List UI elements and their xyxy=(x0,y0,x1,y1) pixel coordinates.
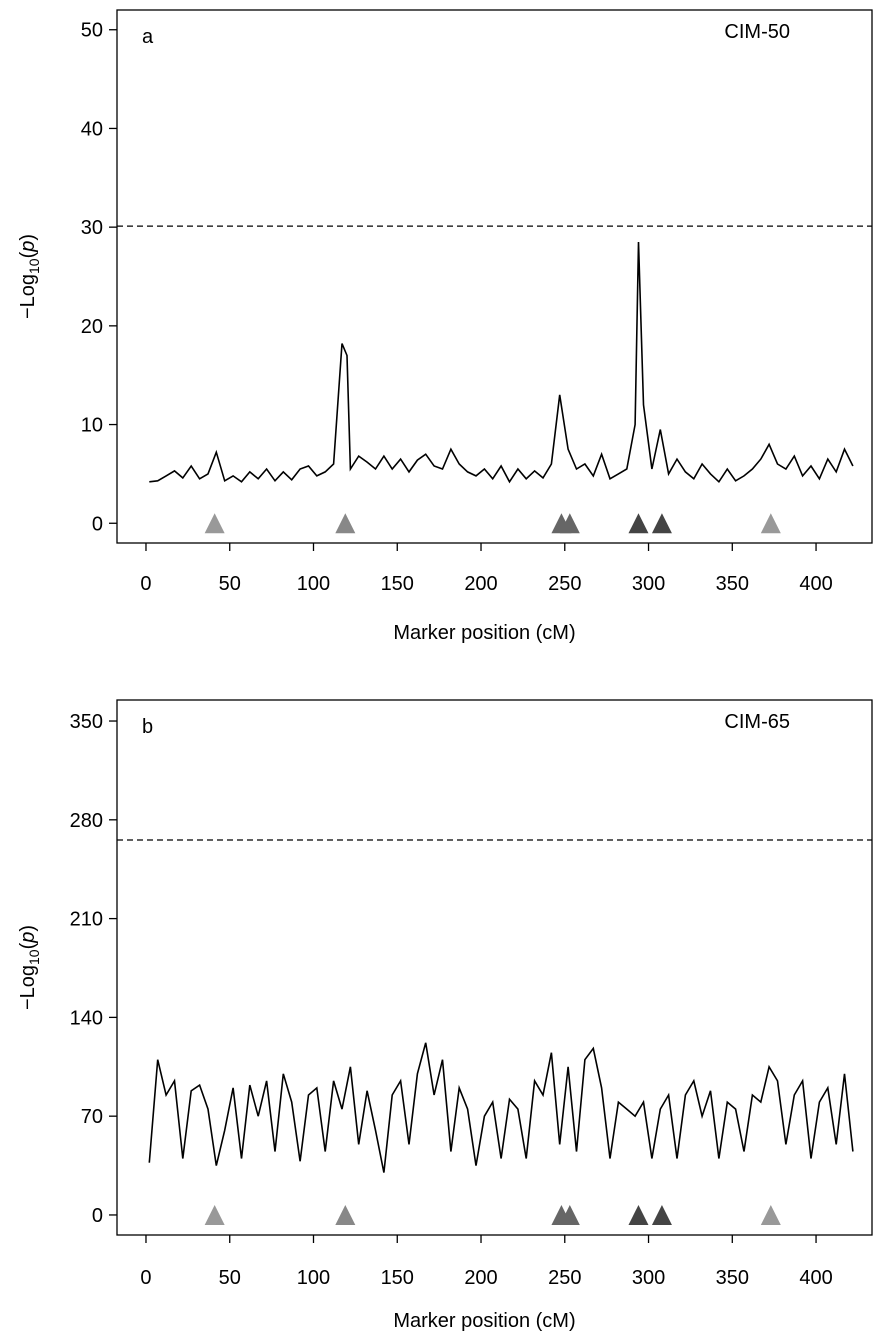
x-tick-label: 50 xyxy=(219,1267,241,1289)
y-tick-label: 40 xyxy=(81,118,103,140)
qtl-marker xyxy=(204,513,225,534)
qtl-marker xyxy=(559,1204,580,1225)
y-axis-label-part: ( xyxy=(17,942,39,949)
y-axis-label-part: ) xyxy=(17,925,39,932)
x-tick-label: 250 xyxy=(548,1267,581,1289)
qtl-marker xyxy=(204,1204,225,1225)
y-tick-label: 10 xyxy=(81,415,103,437)
data-line xyxy=(149,241,854,484)
x-axis-label: Marker position (cM) xyxy=(393,622,575,644)
qtl-marker xyxy=(760,513,781,534)
plot-frame xyxy=(116,699,873,1236)
qtl-marker xyxy=(559,513,580,534)
y-tick-label: 210 xyxy=(70,909,103,931)
y-tick-label: 70 xyxy=(81,1106,103,1128)
y-axis-label-part: p xyxy=(17,241,39,253)
x-tick-label: 300 xyxy=(632,573,665,595)
panel-label: b xyxy=(142,716,153,738)
data-line xyxy=(148,1042,854,1173)
y-tick-label: 50 xyxy=(81,20,103,42)
x-tick-label: 0 xyxy=(140,573,151,595)
y-axis-label-part: ( xyxy=(17,251,39,258)
qtl-marker xyxy=(651,513,672,534)
qtl-marker xyxy=(760,1204,781,1225)
y-tick-label: 350 xyxy=(70,711,103,733)
x-axis-label: Marker position (cM) xyxy=(393,1310,575,1332)
x-tick-label: 250 xyxy=(548,573,581,595)
x-tick-label: 200 xyxy=(464,573,497,595)
y-axis-label-part: ) xyxy=(17,234,39,241)
y-axis-label-part: −Log xyxy=(17,274,39,319)
y-axis-label-part: 10 xyxy=(26,949,42,965)
x-tick-label: 300 xyxy=(632,1267,665,1289)
qtl-marker xyxy=(628,1204,649,1225)
qtl-marker xyxy=(651,1204,672,1225)
panel-title: CIM-65 xyxy=(724,711,790,733)
qtl-marker xyxy=(628,513,649,534)
y-tick-label: 20 xyxy=(81,316,103,338)
y-axis-label: −Log10(p) xyxy=(17,925,42,1010)
x-tick-label: 350 xyxy=(716,573,749,595)
qtl-marker xyxy=(335,513,356,534)
x-tick-label: 400 xyxy=(799,1267,832,1289)
y-axis-label-part: 10 xyxy=(26,258,42,274)
x-tick-label: 0 xyxy=(140,1267,151,1289)
y-tick-label: 280 xyxy=(70,810,103,832)
x-tick-label: 150 xyxy=(381,573,414,595)
y-tick-label: 0 xyxy=(92,1205,103,1227)
y-axis-label-part: p xyxy=(17,932,39,944)
y-axis-label: −Log10(p) xyxy=(17,234,42,319)
x-tick-label: 200 xyxy=(464,1267,497,1289)
plot-frame xyxy=(116,9,873,544)
x-tick-label: 400 xyxy=(799,573,832,595)
panel-label: a xyxy=(142,26,154,48)
panel-title: CIM-50 xyxy=(724,21,790,43)
y-axis-label-part: −Log xyxy=(17,965,39,1010)
qtl-marker xyxy=(335,1204,356,1225)
y-tick-label: 0 xyxy=(92,513,103,535)
y-tick-label: 30 xyxy=(81,217,103,239)
x-tick-label: 350 xyxy=(716,1267,749,1289)
x-tick-label: 50 xyxy=(219,573,241,595)
x-tick-label: 100 xyxy=(297,1267,330,1289)
y-tick-label: 140 xyxy=(70,1007,103,1029)
x-tick-label: 150 xyxy=(381,1267,414,1289)
x-tick-label: 100 xyxy=(297,573,330,595)
